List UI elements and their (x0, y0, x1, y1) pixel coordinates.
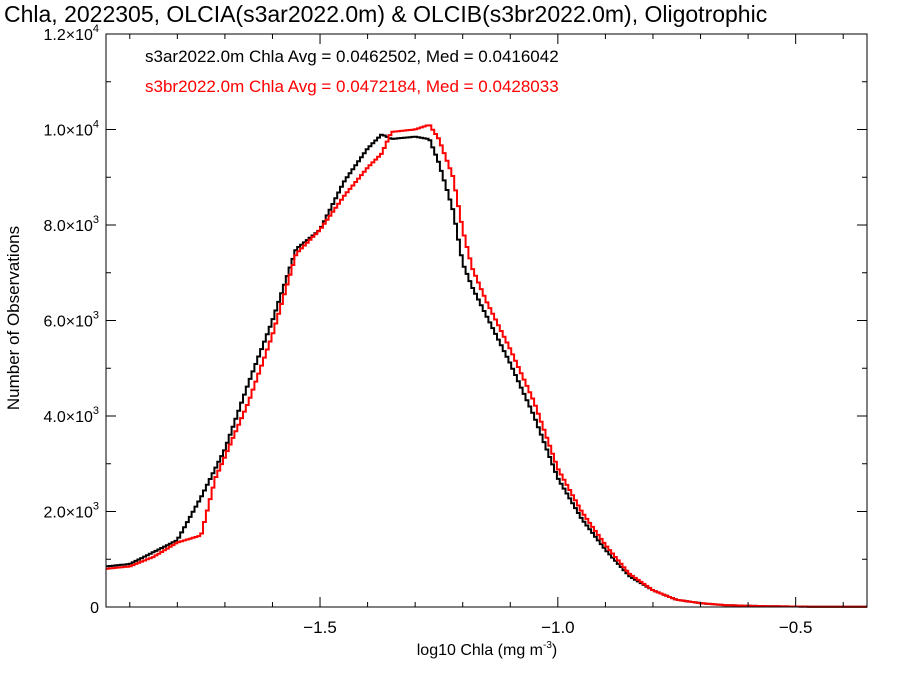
y-tick-label: 2.0×103 (43, 501, 99, 522)
y-tick-label: 0 (90, 600, 99, 617)
y-tick-label: 1.0×104 (43, 119, 99, 140)
x-tick-label: −1.0 (541, 618, 575, 637)
y-tick-label: 6.0×103 (43, 310, 99, 331)
x-axis-label: log10 Chla (mg m-3) (417, 640, 558, 659)
legend-entry-s3br: s3br2022.0m Chla Avg = 0.0472184, Med = … (145, 77, 559, 96)
axis-ticks: −1.5 −1.0 −0.5 0 2.0×103 4.0×103 6.0×103 8.0×10… (43, 23, 867, 637)
series-line-s3ar2022.0m (106, 133, 867, 608)
x-tick-label: −1.5 (303, 618, 337, 637)
x-axis-label-prefix: log10 Chla (mg m (417, 642, 543, 659)
legend-entry-s3ar: s3ar2022.0m Chla Avg = 0.0462502, Med = … (145, 47, 559, 66)
x-axis-label-exponent: -3 (543, 640, 552, 651)
plot-frame (105, 33, 868, 608)
y-axis-label: Number of Observations (4, 226, 23, 410)
y-tick-label: 8.0×103 (43, 214, 99, 235)
x-axis-label-suffix: ) (552, 642, 557, 659)
x-tick-label: −0.5 (779, 618, 813, 637)
series-layer (106, 124, 867, 608)
chart-title: Chla, 2022305, OLCIA(s3ar2022.0m) & OLCI… (4, 1, 767, 27)
y-tick-label: 4.0×103 (43, 405, 99, 426)
series-line-s3br2022.0m (106, 124, 867, 608)
y-tick-label: 1.2×104 (43, 23, 99, 44)
